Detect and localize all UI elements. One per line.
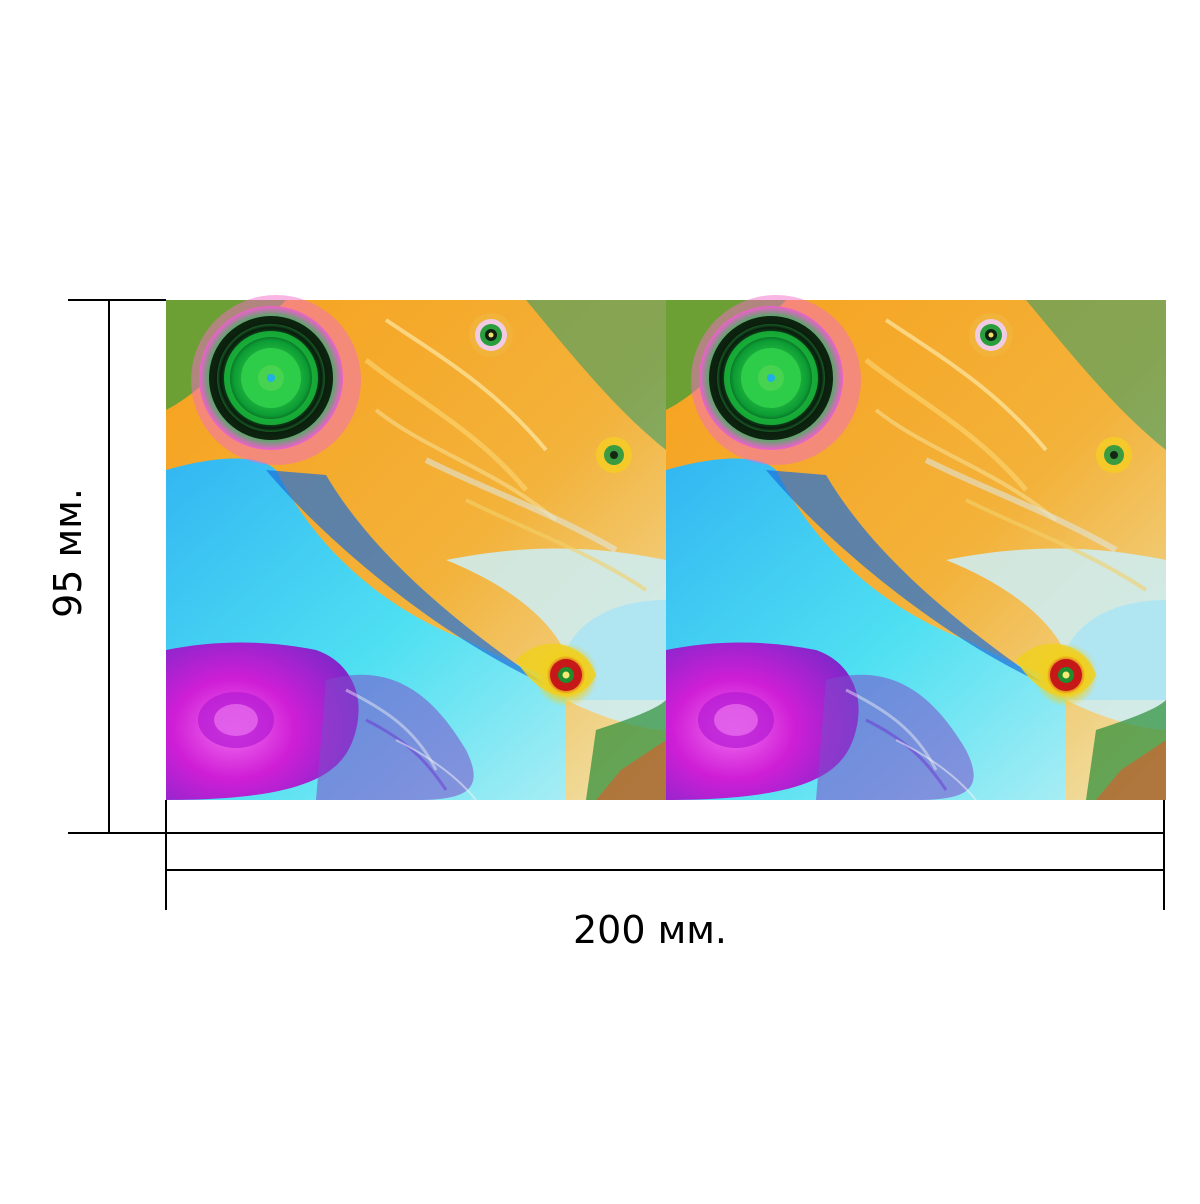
width-dimension-label: 200 мм.	[572, 908, 728, 952]
width-dimension-lines	[165, 800, 1165, 910]
height-dimension-label: 95 мм.	[46, 488, 90, 618]
height-dimension-lines	[68, 299, 166, 834]
fractal-panel-left	[166, 295, 666, 800]
fractal-panel-right	[666, 295, 1166, 800]
